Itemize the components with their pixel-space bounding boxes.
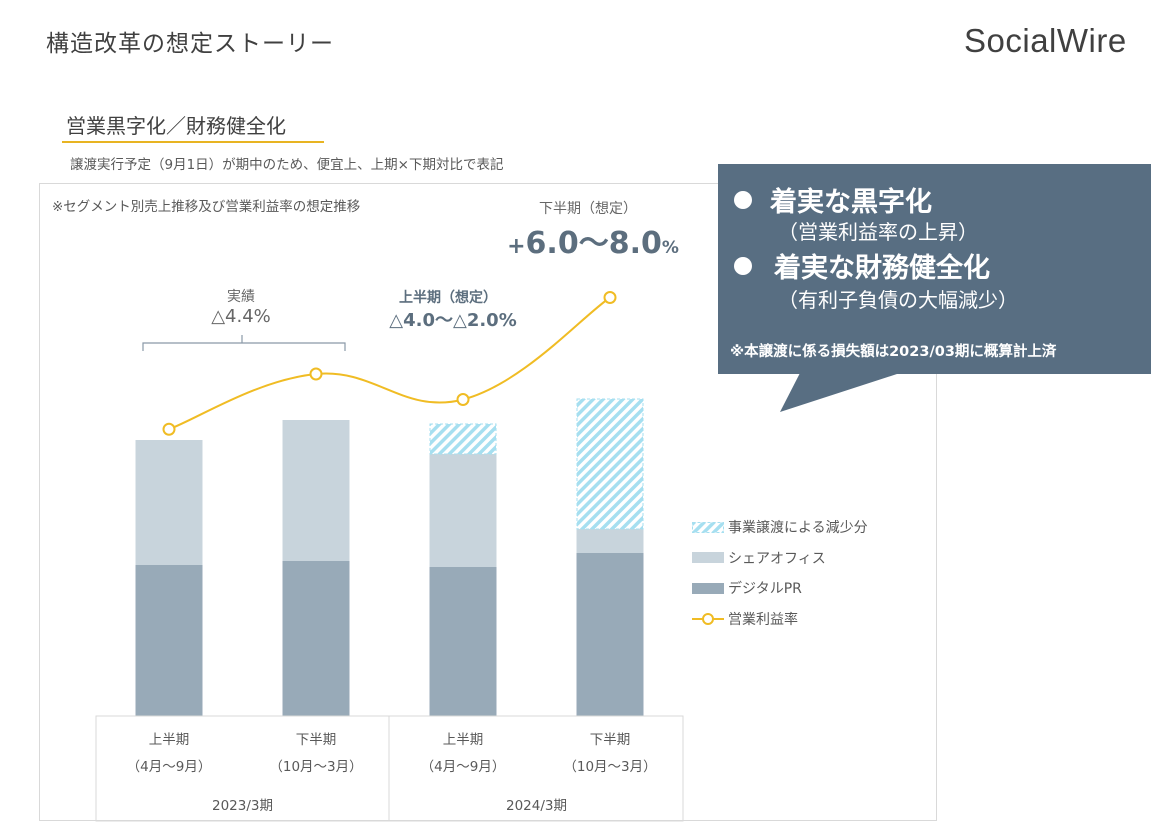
legend-label-digital-pr: デジタルPR [728,581,802,598]
bar-digital-pr-2 [282,561,350,716]
bar-digital-pr-1 [135,565,203,716]
callout-sub-1: （営業利益率の上昇） [778,220,978,244]
h2-forecast-value-suffix: % [661,238,679,258]
h2-forecast-annotation-value: +6.0〜8.0% [493,218,693,262]
legend-item-share-office: シェアオフィス [692,543,868,574]
callout-sub-2: （有利子負債の大幅減少） [778,288,1018,312]
section-note: 譲渡実行予定（9月1日）が期中のため、便宜上、上期×下期対比で表記 [70,157,504,173]
callout-bullet-1-text: 着実な黒字化 [770,187,932,218]
key-message-callout: 着実な黒字化 （営業利益率の上昇） 着実な財務健全化 （有利子負債の大幅減少） … [718,164,1151,374]
company-logo: SocialWire [964,22,1127,59]
actual-range-bracket [142,335,346,351]
h2-forecast-annotation-label: 下半期（想定） [539,201,637,217]
bar-divested-4 [576,398,644,530]
x-tick-period: 上半期 [148,732,190,748]
actual-annotation-label: 実績 [227,289,255,305]
bar-share-office-2 [282,420,350,561]
x-tick-label-4: 下半期 （10月～3月） [537,727,683,781]
legend-label-divested: 事業譲渡による減少分 [728,520,868,537]
legend-item-digital-pr: デジタルPR [692,573,868,604]
x-tick-months: （10月～3月） [269,759,363,775]
x-tick-label-2: 下半期 （10月～3月） [243,727,389,781]
h1-forecast-annotation-label: 上半期（想定） [399,290,497,306]
h2-forecast-value-main: 6.0〜8.0 [525,226,662,261]
section-title-underline [62,141,324,143]
x-group-label-2: 2024/3期 [506,798,567,814]
bar-share-office-3 [429,454,497,567]
x-tick-period: 下半期 [295,732,337,748]
page-title: 構造改革の想定ストーリー [46,31,334,57]
x-tick-period: 下半期 [589,732,631,748]
bar-digital-pr-4 [576,553,644,716]
chart-note: ※セグメント別売上推移及び営業利益率の想定推移 [52,199,361,215]
legend-swatch-operating-margin [692,612,724,625]
operating-margin-point-2 [309,367,323,381]
bar-digital-pr-3 [429,567,497,716]
x-tick-months: （4月～9月） [126,759,212,775]
legend-swatch-divested [692,521,724,533]
legend-label-operating-margin: 営業利益率 [728,611,798,628]
callout-bullet-financial-health: 着実な財務健全化 [734,246,990,285]
chart-legend: 事業譲渡による減少分 シェアオフィス デジタルPR 営業利益率 [692,512,868,634]
x-tick-label-1: 上半期 （4月～9月） [96,727,242,781]
actual-annotation-value: △4.4% [211,306,271,327]
callout-note: ※本譲渡に係る損失額は2023/03期に概算計上済 [730,344,1057,360]
bar-share-office-4 [576,529,644,553]
operating-margin-line [168,296,611,431]
x-tick-period: 上半期 [442,732,484,748]
legend-item-divested: 事業譲渡による減少分 [692,512,868,543]
h1-forecast-annotation-value: △4.0〜△2.0% [389,310,517,331]
operating-margin-point-4 [603,291,617,304]
bar-share-office-1 [135,440,203,565]
x-group-label-1: 2023/3期 [212,798,273,814]
legend-label-share-office: シェアオフィス [728,550,826,567]
operating-margin-point-1 [162,422,176,436]
legend-swatch-share-office [692,552,724,564]
bar-divested-3 [429,423,497,455]
legend-item-operating-margin: 営業利益率 [692,604,868,635]
bullet-dot-icon [734,190,752,209]
bullet-dot-icon [734,256,752,275]
x-tick-label-3: 上半期 （4月～9月） [390,727,536,781]
x-tick-months: （10月～3月） [563,759,657,775]
callout-bullet-2-text: 着実な財務健全化 [774,253,990,284]
section-title: 営業黒字化／財務健全化 [66,114,286,138]
operating-margin-point-3 [456,393,470,406]
h2-forecast-value-prefix: + [507,234,526,259]
legend-swatch-digital-pr [692,582,724,594]
x-tick-months: （4月～9月） [420,759,506,775]
callout-bullet-profitability: 着実な黒字化 [734,180,932,219]
